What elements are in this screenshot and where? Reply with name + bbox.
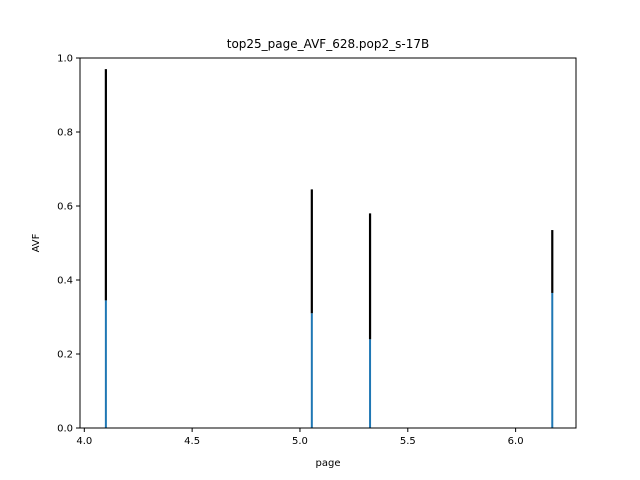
x-tick-label: 4.5 [184,436,200,447]
x-tick-label: 5.0 [292,436,308,447]
chart-title: top25_page_AVF_628.pop2_s-17B [227,37,429,51]
x-axis-label: page [316,458,341,469]
y-tick-label: 0.8 [57,128,73,139]
x-tick-label: 6.0 [508,436,524,447]
plot-marks [104,69,554,428]
x-tick-label: 5.5 [400,436,416,447]
y-tick-label: 1.0 [57,54,73,65]
x-tick-label: 4.0 [76,436,92,447]
y-tick-label: 0.0 [57,424,73,435]
y-axis-label: AVF [31,233,42,252]
y-tick-label: 0.6 [57,202,73,213]
x-axis-ticks: 4.0 4.5 5.0 5.5 6.0 [76,428,524,447]
y-axis-ticks: 0.0 0.2 0.4 0.6 0.8 1.0 [57,54,80,435]
y-tick-label: 0.2 [57,350,73,361]
plot-frame [79,57,577,429]
y-tick-label: 0.4 [57,276,73,287]
